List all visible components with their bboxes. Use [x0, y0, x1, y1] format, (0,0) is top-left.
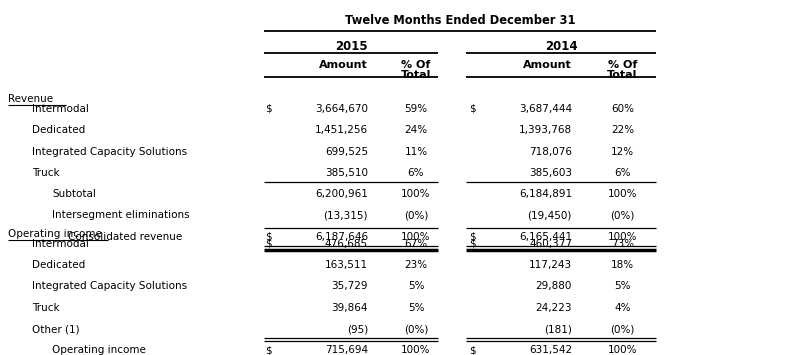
Text: Revenue: Revenue [8, 94, 53, 104]
Text: % Of: % Of [608, 60, 637, 70]
Text: $: $ [470, 345, 476, 355]
Text: 24,223: 24,223 [535, 303, 572, 313]
Text: (0%): (0%) [404, 324, 428, 334]
Text: 5%: 5% [408, 282, 424, 291]
Text: Twelve Months Ended December 31: Twelve Months Ended December 31 [345, 14, 575, 27]
Text: % Of: % Of [402, 60, 430, 70]
Text: 67%: 67% [405, 239, 427, 249]
Text: Intersegment eliminations: Intersegment eliminations [52, 211, 190, 220]
Text: 100%: 100% [608, 345, 637, 355]
Text: 23%: 23% [405, 260, 427, 270]
Text: Amount: Amount [319, 60, 368, 70]
Text: Intermodal: Intermodal [32, 239, 89, 249]
Text: $: $ [470, 232, 476, 242]
Text: (19,450): (19,450) [528, 211, 572, 220]
Text: Integrated Capacity Solutions: Integrated Capacity Solutions [32, 147, 187, 157]
Text: Operating income: Operating income [8, 229, 102, 239]
Text: (95): (95) [346, 324, 368, 334]
Text: 1,451,256: 1,451,256 [315, 125, 368, 135]
Text: $: $ [470, 104, 476, 114]
Text: 39,864: 39,864 [331, 303, 368, 313]
Text: 3,664,670: 3,664,670 [315, 104, 368, 114]
Text: Truck: Truck [32, 168, 60, 178]
Text: Amount: Amount [523, 60, 572, 70]
Text: 4%: 4% [614, 303, 630, 313]
Text: 631,542: 631,542 [529, 345, 572, 355]
Text: 385,510: 385,510 [325, 168, 368, 178]
Text: 100%: 100% [608, 189, 637, 199]
Text: 100%: 100% [402, 232, 430, 242]
Text: 117,243: 117,243 [529, 260, 572, 270]
Text: 6,200,961: 6,200,961 [315, 189, 368, 199]
Text: Dedicated: Dedicated [32, 260, 86, 270]
Text: 163,511: 163,511 [325, 260, 368, 270]
Text: 73%: 73% [611, 239, 634, 249]
Text: Total: Total [607, 70, 638, 80]
Text: 2015: 2015 [335, 40, 367, 53]
Text: $: $ [266, 104, 272, 114]
Text: 476,685: 476,685 [325, 239, 368, 249]
Text: 22%: 22% [611, 125, 634, 135]
Text: 12%: 12% [611, 147, 634, 157]
Text: Consolidated revenue: Consolidated revenue [68, 232, 182, 242]
Text: 6%: 6% [408, 168, 424, 178]
Text: $: $ [266, 232, 272, 242]
Text: 385,603: 385,603 [529, 168, 572, 178]
Text: Integrated Capacity Solutions: Integrated Capacity Solutions [32, 282, 187, 291]
Text: $: $ [266, 345, 272, 355]
Text: (13,315): (13,315) [323, 211, 368, 220]
Text: 2014: 2014 [545, 40, 578, 53]
Text: 29,880: 29,880 [536, 282, 572, 291]
Text: 100%: 100% [402, 189, 430, 199]
Text: 6,187,646: 6,187,646 [315, 232, 368, 242]
Text: $: $ [470, 239, 476, 249]
Text: 3,687,444: 3,687,444 [519, 104, 572, 114]
Text: 6,184,891: 6,184,891 [519, 189, 572, 199]
Text: 59%: 59% [405, 104, 427, 114]
Text: 6,165,441: 6,165,441 [519, 232, 572, 242]
Text: Total: Total [401, 70, 431, 80]
Text: 460,377: 460,377 [529, 239, 572, 249]
Text: 5%: 5% [614, 282, 630, 291]
Text: 1,393,768: 1,393,768 [519, 125, 572, 135]
Text: 24%: 24% [405, 125, 427, 135]
Text: 699,525: 699,525 [325, 147, 368, 157]
Text: $: $ [266, 239, 272, 249]
Text: 100%: 100% [402, 345, 430, 355]
Text: Truck: Truck [32, 303, 60, 313]
Text: 35,729: 35,729 [331, 282, 368, 291]
Text: Subtotal: Subtotal [52, 189, 96, 199]
Text: Other (1): Other (1) [32, 324, 80, 334]
Text: 18%: 18% [611, 260, 634, 270]
Text: Intermodal: Intermodal [32, 104, 89, 114]
Text: (0%): (0%) [610, 211, 634, 220]
Text: 6%: 6% [614, 168, 630, 178]
Text: (0%): (0%) [404, 211, 428, 220]
Text: 60%: 60% [611, 104, 634, 114]
Text: (0%): (0%) [610, 324, 634, 334]
Text: 718,076: 718,076 [529, 147, 572, 157]
Text: 715,694: 715,694 [325, 345, 368, 355]
Text: Dedicated: Dedicated [32, 125, 86, 135]
Text: Operating income: Operating income [52, 345, 146, 355]
Text: 5%: 5% [408, 303, 424, 313]
Text: 100%: 100% [608, 232, 637, 242]
Text: (181): (181) [544, 324, 572, 334]
Text: 11%: 11% [405, 147, 427, 157]
